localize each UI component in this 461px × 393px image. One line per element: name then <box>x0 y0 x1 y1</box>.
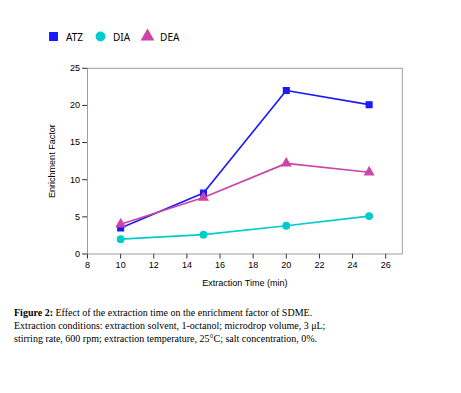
html-text:DIA: DIA <box>113 29 131 44</box>
html-text:Figure 2: Effect of the extrac: Figure 2: Effect of the extraction time … <box>14 307 326 345</box>
svg-text:18: 18 <box>248 260 258 270</box>
svg-text:25: 25 <box>70 63 80 73</box>
svg-text:24: 24 <box>348 260 358 270</box>
svg-text:26: 26 <box>381 260 391 270</box>
svg-text:14: 14 <box>182 260 192 270</box>
svg-text:16: 16 <box>215 260 225 270</box>
svg-text:22: 22 <box>314 260 324 270</box>
html-text:ATZ: ATZ <box>66 29 83 44</box>
svg-text:10: 10 <box>116 260 126 270</box>
svg-text:20: 20 <box>281 260 291 270</box>
svg-text:8: 8 <box>85 260 90 270</box>
svg-text:Enrichment Factor: Enrichment Factor <box>47 124 57 198</box>
svg-text:20: 20 <box>70 100 80 110</box>
svg-text:Extraction Time (min): Extraction Time (min) <box>202 278 287 288</box>
svg-text:5: 5 <box>75 212 80 222</box>
svg-text:15: 15 <box>70 137 80 147</box>
svg-text:10: 10 <box>70 175 80 185</box>
svg-text:0: 0 <box>75 249 80 259</box>
svg-text:12: 12 <box>149 260 159 270</box>
html-text:DEA: DEA <box>160 29 180 44</box>
